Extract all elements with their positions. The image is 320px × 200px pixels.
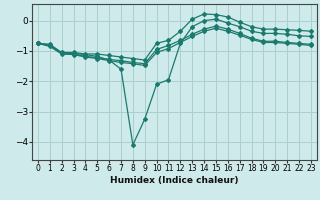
X-axis label: Humidex (Indice chaleur): Humidex (Indice chaleur) [110,176,239,185]
